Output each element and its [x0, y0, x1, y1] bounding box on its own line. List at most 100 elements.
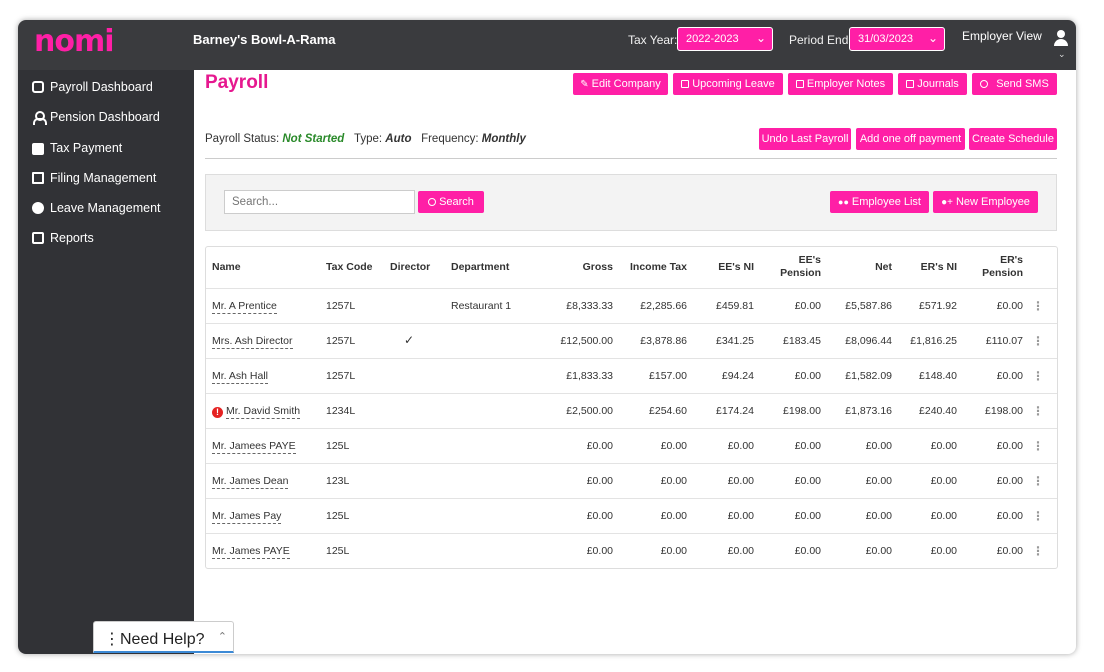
type-label: Type: [353, 133, 383, 145]
cell-gross: £0.00 [586, 475, 613, 487]
employer-notes-button[interactable]: Employer Notes [788, 73, 893, 95]
employee-name-cell: Mr. James Dean [212, 475, 289, 489]
search-button[interactable]: Search [418, 191, 484, 213]
employee-name-cell: Mr. James Pay [212, 510, 282, 524]
period-end-select[interactable]: 31/03/2023 ⌄ [849, 27, 945, 51]
employee-list-button[interactable]: ●● Employee List [830, 191, 929, 213]
cell-er-pension: £0.00 [996, 370, 1023, 382]
table-row[interactable]: Mr. Ash Hall 1257L £1,833.33 £157.00 £94.24 £… [206, 358, 1057, 393]
row-actions-kebab-icon[interactable]: ⋮ [1032, 439, 1044, 453]
hand-coins-icon [32, 81, 44, 93]
employee-name-link[interactable]: Mr. Ash Hall [212, 370, 269, 384]
sidebar-item-tax-payment[interactable]: Tax Payment [32, 138, 122, 158]
cell-gross: £8,333.33 [566, 300, 613, 312]
sidebar-item-leave-management[interactable]: Leave Management [32, 198, 161, 218]
row-actions-kebab-icon[interactable]: ⋮ [1032, 369, 1044, 383]
status-badge: Not Started [282, 133, 345, 145]
cell-ee-pension: £0.00 [794, 545, 821, 557]
user-icon[interactable] [1053, 30, 1069, 48]
add-one-off-payment-button[interactable]: Add one off payment [856, 128, 965, 150]
top-header: nomi Barney's Bowl-A-Rama Tax Year: 2022… [18, 20, 1076, 70]
row-actions-kebab-icon[interactable]: ⋮ [1032, 334, 1044, 348]
cell-er-ni: £240.40 [919, 405, 957, 417]
create-schedule-button[interactable]: Create Schedule [969, 128, 1057, 150]
cell-er-pension: £0.00 [996, 440, 1023, 452]
cell-ee-ni: £0.00 [727, 475, 754, 487]
employee-name-link[interactable]: Mr. David Smith [226, 405, 301, 419]
sidebar-item-label: Tax Payment [50, 141, 123, 155]
column-header: Gross [582, 261, 613, 273]
cell-department: Restaurant 1 [451, 300, 512, 312]
need-help-label: Need Help? [120, 631, 205, 648]
page-title: Payroll [205, 72, 269, 93]
chevron-up-icon: ⌃ [217, 631, 227, 643]
table-row[interactable]: Mr. James Dean 123L £0.00 £0.00 £0.00 £0.00 £0… [206, 463, 1057, 498]
sidebar-item-label: Pension Dashboard [50, 110, 160, 124]
frequency-label: Frequency: [421, 133, 479, 145]
cell-income-tax: £254.60 [649, 405, 687, 417]
table-row[interactable]: Mr. A Prentice 1257L Restaurant 1 £8,333.33… [206, 288, 1057, 323]
divider [205, 158, 1057, 159]
cell-ee-ni: £174.24 [716, 405, 754, 417]
table-row[interactable]: Mr. Jamees PAYE 125L £0.00 £0.00 £0.00 £0.00 £… [206, 428, 1057, 463]
row-actions-kebab-icon[interactable]: ⋮ [1032, 474, 1044, 488]
employee-name-link[interactable]: Mr. James Dean [212, 475, 289, 489]
table-row[interactable]: ! Mr. David Smith 1234L £2,500.00 £254.60 £17… [206, 393, 1057, 428]
sidebar-item-label: Filing Management [50, 171, 157, 185]
table-row[interactable]: Mr. James PAYE 125L £0.00 £0.00 £0.00 £0.00 £0… [206, 533, 1057, 568]
row-actions-kebab-icon[interactable]: ⋮ [1032, 544, 1044, 558]
sidebar: Payroll Dashboard Pension Dashboard Tax … [18, 70, 194, 654]
cell-tax-code: 123L [326, 475, 350, 487]
cell-net: £0.00 [865, 545, 892, 557]
send-sms-button[interactable]: Send SMS [972, 73, 1057, 95]
column-header: Name [212, 261, 241, 273]
employee-name-link[interactable]: Mr. A Prentice [212, 300, 277, 314]
journals-button[interactable]: Journals [898, 73, 967, 95]
table-row[interactable]: Mrs. Ash Director 1257L ✓ £12,500.00 £3,878.… [206, 323, 1057, 358]
user-menu-chevron-icon[interactable]: ⌄ [1058, 49, 1066, 59]
cell-tax-code: 1257L [326, 370, 356, 382]
cell-income-tax: £0.00 [660, 545, 687, 557]
undo-last-payroll-button[interactable]: Undo Last Payroll [759, 128, 851, 150]
cell-ee-pension: £0.00 [794, 300, 821, 312]
employee-name-link[interactable]: Mr. James PAYE [212, 545, 290, 559]
cell-er-pension: £0.00 [996, 300, 1023, 312]
need-help-widget[interactable]: ⋮Need Help? ⌃ [93, 621, 234, 653]
employee-name-link[interactable]: Mr. James Pay [212, 510, 282, 524]
warning-icon[interactable]: ! [212, 407, 223, 418]
cell-ee-pension: £183.45 [783, 335, 821, 347]
briefcase-icon [32, 143, 44, 155]
cell-income-tax: £2,285.66 [640, 300, 687, 312]
employee-name-link[interactable]: Mr. Jamees PAYE [212, 440, 296, 454]
employee-name-cell: Mr. A Prentice [212, 300, 277, 314]
payroll-status-line: Payroll Status: Not Started Type: Auto F… [205, 133, 526, 145]
cell-er-ni: £571.92 [919, 300, 957, 312]
sidebar-item-pension-dashboard[interactable]: Pension Dashboard [32, 107, 160, 127]
cell-tax-code: 1234L [326, 405, 356, 417]
table-row[interactable]: Mr. James Pay 125L £0.00 £0.00 £0.00 £0.00 £0.… [206, 498, 1057, 533]
sidebar-item-filing-management[interactable]: Filing Management [32, 168, 156, 188]
search-input[interactable] [224, 190, 415, 214]
column-header: Net [875, 261, 892, 273]
new-employee-button[interactable]: ●+ New Employee [933, 191, 1038, 213]
upcoming-leave-button[interactable]: Upcoming Leave [673, 73, 783, 95]
cell-gross: £0.00 [586, 440, 613, 452]
nomi-logo[interactable]: nomi [34, 24, 115, 59]
row-actions-kebab-icon[interactable]: ⋮ [1032, 509, 1044, 523]
frequency-value: Monthly [481, 133, 526, 145]
cell-er-pension: £0.00 [996, 475, 1023, 487]
row-actions-kebab-icon[interactable]: ⋮ [1032, 404, 1044, 418]
employee-name-link[interactable]: Mrs. Ash Director [212, 335, 293, 349]
cell-gross: £0.00 [586, 545, 613, 557]
tax-year-select[interactable]: 2022-2023 ⌄ [677, 27, 773, 51]
chevron-down-icon: ⌄ [927, 31, 938, 45]
employer-view-label: Employer View [962, 29, 1042, 43]
sidebar-item-payroll-dashboard[interactable]: Payroll Dashboard [32, 77, 153, 97]
period-end-label: Period End: [789, 33, 852, 47]
chevron-down-icon: ⌄ [755, 31, 766, 45]
sidebar-item-reports[interactable]: Reports [32, 228, 94, 248]
edit-company-button[interactable]: ✎ Edit Company [573, 73, 668, 95]
column-header: EE's NI [718, 261, 754, 273]
row-actions-kebab-icon[interactable]: ⋮ [1032, 299, 1044, 313]
cell-net: £8,096.44 [845, 335, 892, 347]
